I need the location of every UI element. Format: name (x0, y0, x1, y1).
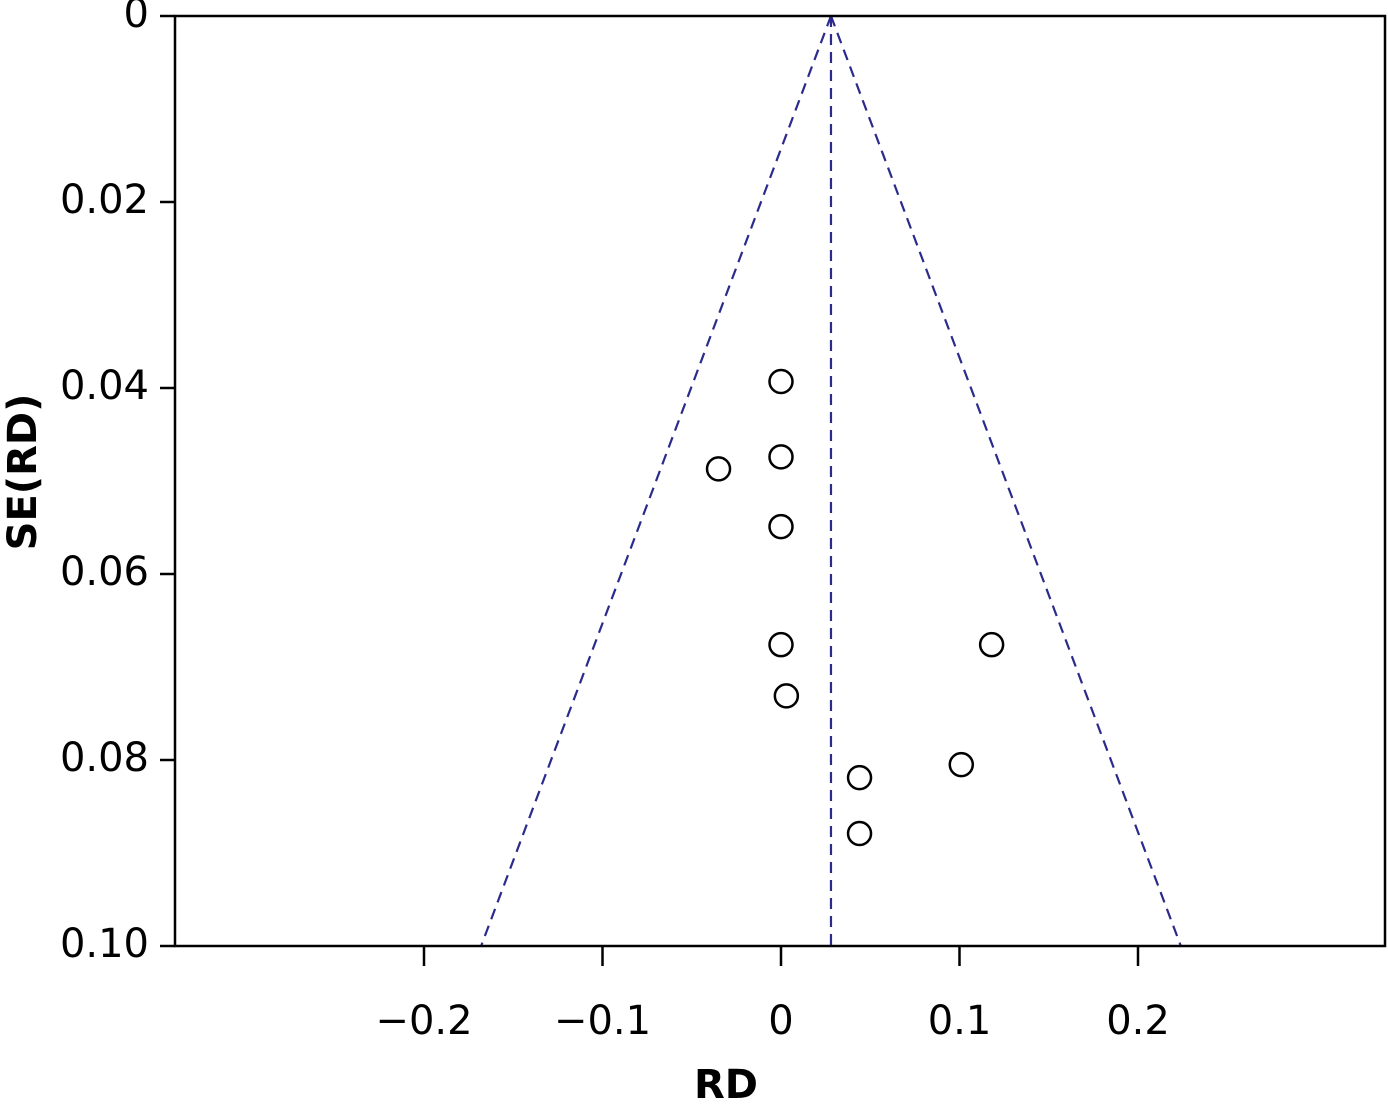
x-tick-label: −0.2 (375, 998, 472, 1044)
study-point (846, 764, 873, 791)
y-axis-title: SE(RD) (0, 394, 46, 551)
plot-frame (173, 14, 1387, 948)
x-tick-label: −0.1 (554, 998, 651, 1044)
study-point (768, 368, 794, 395)
x-axis-title: RD (694, 1062, 758, 1102)
y-tick-label: 0.06 (60, 549, 149, 595)
funnel-left-limit-line (480, 15, 833, 947)
study-point (948, 751, 975, 778)
y-tick-label: 0 (124, 0, 149, 37)
y-tick-label: 0.02 (60, 177, 149, 223)
x-tick-label: 0 (768, 998, 793, 1044)
study-point (978, 631, 1005, 658)
study-point (773, 683, 800, 709)
y-tick-label: 0.04 (60, 363, 149, 409)
x-tick-label: 0.2 (1106, 998, 1170, 1044)
study-point (705, 456, 732, 482)
y-tick-label: 0.10 (60, 921, 149, 967)
y-tick-label: 0.08 (60, 735, 149, 781)
study-point (768, 444, 794, 470)
study-point (846, 820, 873, 847)
x-tick-label: 0.1 (928, 998, 992, 1044)
study-point (768, 513, 794, 540)
funnel-right-limit-line (829, 15, 1182, 947)
study-point (768, 631, 794, 658)
